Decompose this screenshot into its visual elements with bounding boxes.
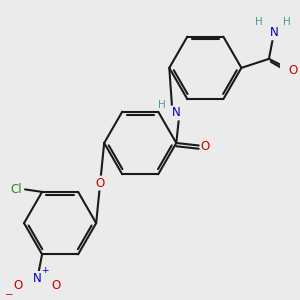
Text: H: H	[255, 17, 263, 27]
Text: O: O	[289, 64, 298, 77]
Text: +: +	[41, 266, 49, 275]
Text: O: O	[52, 279, 61, 292]
Text: O: O	[201, 140, 210, 152]
Text: Cl: Cl	[10, 183, 22, 196]
Text: N: N	[270, 26, 278, 39]
Text: N: N	[33, 272, 41, 285]
Text: −: −	[4, 290, 14, 300]
Text: H: H	[158, 100, 166, 110]
Text: N: N	[172, 106, 180, 119]
Text: H: H	[283, 17, 290, 27]
Text: O: O	[95, 177, 105, 190]
Text: O: O	[14, 279, 23, 292]
